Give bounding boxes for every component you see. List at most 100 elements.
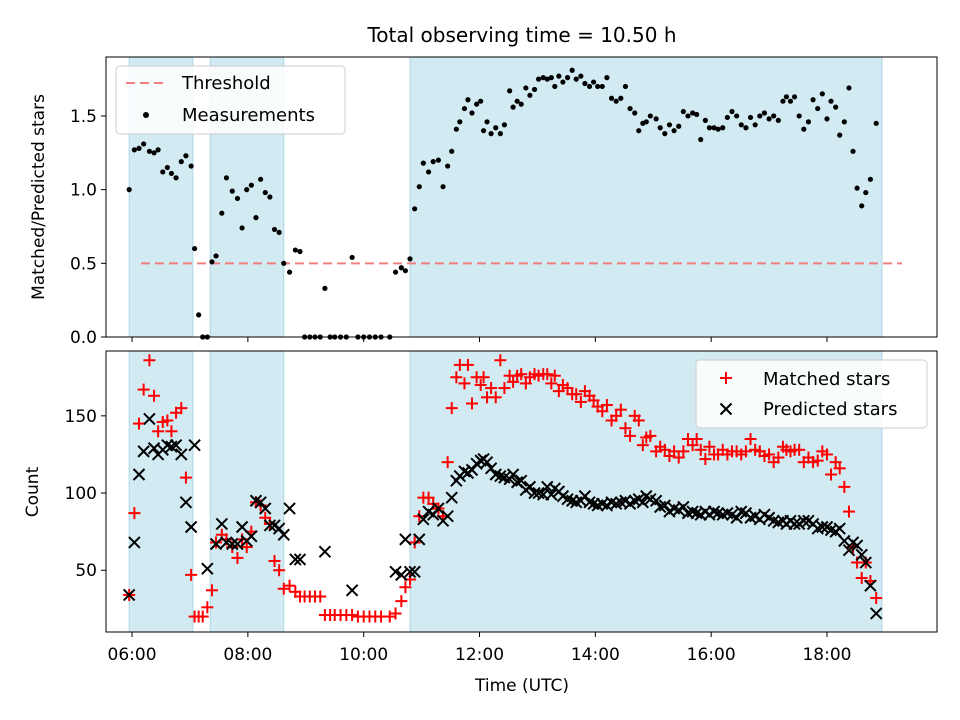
matched-star-marker: [763, 448, 776, 461]
measurement-point: [244, 187, 250, 193]
measurement-point: [632, 110, 638, 116]
measurement-point: [297, 248, 303, 255]
predicted-star-marker: [649, 494, 663, 507]
predicted-star-marker: [395, 568, 408, 582]
predicted-star-marker: [816, 520, 829, 534]
cross-b: [175, 448, 188, 461]
measurement-point: [573, 76, 579, 82]
matched-star-marker: [772, 451, 785, 464]
measurement-point: [196, 312, 202, 318]
matched-star-marker: [498, 382, 511, 395]
measurement-point: [430, 159, 436, 165]
measurement-point: [445, 163, 451, 169]
cross-b: [556, 489, 570, 503]
measurement-point: [729, 108, 735, 115]
measurement-point: [854, 185, 860, 191]
measurement-point: [248, 182, 254, 188]
top-y-axis-label: Matched/Predicted stars: [29, 94, 49, 300]
cross-b: [707, 505, 721, 518]
x-tick-label: 16:00: [687, 645, 736, 665]
predicted-star-marker: [480, 455, 494, 469]
measurement-point: [164, 164, 170, 171]
matched-star-marker: [587, 394, 600, 407]
measurement-point: [151, 150, 157, 156]
matched-star-marker: [474, 378, 487, 391]
measurement-point: [420, 160, 426, 166]
matched-star-marker: [636, 439, 649, 452]
matched-star-marker: [870, 592, 883, 605]
measurement-point: [711, 125, 717, 131]
predicted-star-marker: [226, 537, 239, 551]
legend-threshold-label: Threshold: [181, 73, 271, 94]
cross-b: [201, 562, 214, 575]
measurement-point: [783, 94, 790, 100]
bottom-x-axis-label: Time (UTC): [474, 676, 569, 696]
measurement-point: [734, 113, 740, 119]
matched-stars-markers: [123, 354, 883, 623]
measurement-point: [292, 247, 298, 253]
cross-b: [128, 536, 141, 549]
predicted-star-marker: [441, 509, 454, 523]
measurement-point: [253, 215, 259, 221]
measurement-point: [540, 75, 546, 81]
predicted-star-marker: [175, 448, 188, 461]
matched-star-marker: [185, 568, 198, 581]
observing-window-band: [210, 351, 284, 632]
cross-b: [735, 505, 748, 518]
cross-b: [413, 533, 426, 546]
legend-plus: [720, 372, 732, 384]
x-tick-label: 08:00: [223, 645, 272, 665]
matched-star-marker: [833, 462, 846, 475]
matched-star-marker: [570, 388, 583, 401]
matched-star-marker: [273, 564, 286, 577]
predicted-star-marker: [855, 548, 868, 562]
cross-b: [209, 537, 223, 551]
cross-b: [345, 584, 359, 597]
predicted-star-marker: [484, 462, 498, 475]
cross-b: [725, 508, 739, 521]
bottom-panel: 50 100 150 06:00 08:00 10:00 12:00 14:00 16:00 1…: [23, 350, 938, 696]
measurement-point: [286, 269, 293, 275]
cross-b: [498, 471, 511, 484]
measurement-point: [702, 117, 708, 123]
measurement-point: [560, 79, 566, 85]
matched-star-marker: [240, 541, 253, 554]
predicted-star-marker: [283, 502, 296, 515]
measurement-point: [828, 98, 834, 104]
measurement-point: [131, 147, 137, 153]
predicted-star-marker: [318, 545, 332, 558]
predicted-star-marker: [445, 491, 458, 504]
matched-star-marker: [161, 414, 174, 427]
cross-b: [690, 506, 703, 520]
measurement-point: [662, 131, 668, 137]
matched-star-marker: [465, 397, 478, 410]
matched-star-marker: [210, 536, 223, 549]
matched-star-marker: [179, 471, 192, 484]
predicted-star-marker: [293, 553, 307, 566]
y-tick-label: 50: [75, 561, 97, 581]
measurement-point: [501, 122, 508, 128]
predicted-star-marker: [263, 519, 277, 532]
cross-b: [833, 522, 846, 535]
cross-b: [816, 520, 829, 534]
matched-star-marker: [600, 399, 613, 412]
measurement-point: [262, 189, 268, 196]
measurement-point: [556, 73, 562, 79]
matched-star-marker: [314, 590, 327, 603]
cross-b: [480, 455, 494, 469]
cross-b: [869, 607, 883, 620]
matched-star-marker: [793, 443, 806, 456]
measurement-point: [771, 113, 777, 119]
measurement-point: [493, 125, 499, 131]
measurement-point: [168, 170, 175, 177]
measurement-point: [478, 98, 484, 104]
measurement-point: [796, 113, 802, 119]
matched-star-marker: [143, 354, 156, 367]
predicted-star-marker: [403, 565, 417, 578]
cross-b: [510, 476, 524, 489]
measurement-point: [440, 184, 446, 190]
cross-b: [767, 514, 780, 528]
predicted-star-marker: [864, 579, 877, 592]
cross-b: [395, 568, 408, 582]
matched-star-marker: [152, 425, 165, 438]
